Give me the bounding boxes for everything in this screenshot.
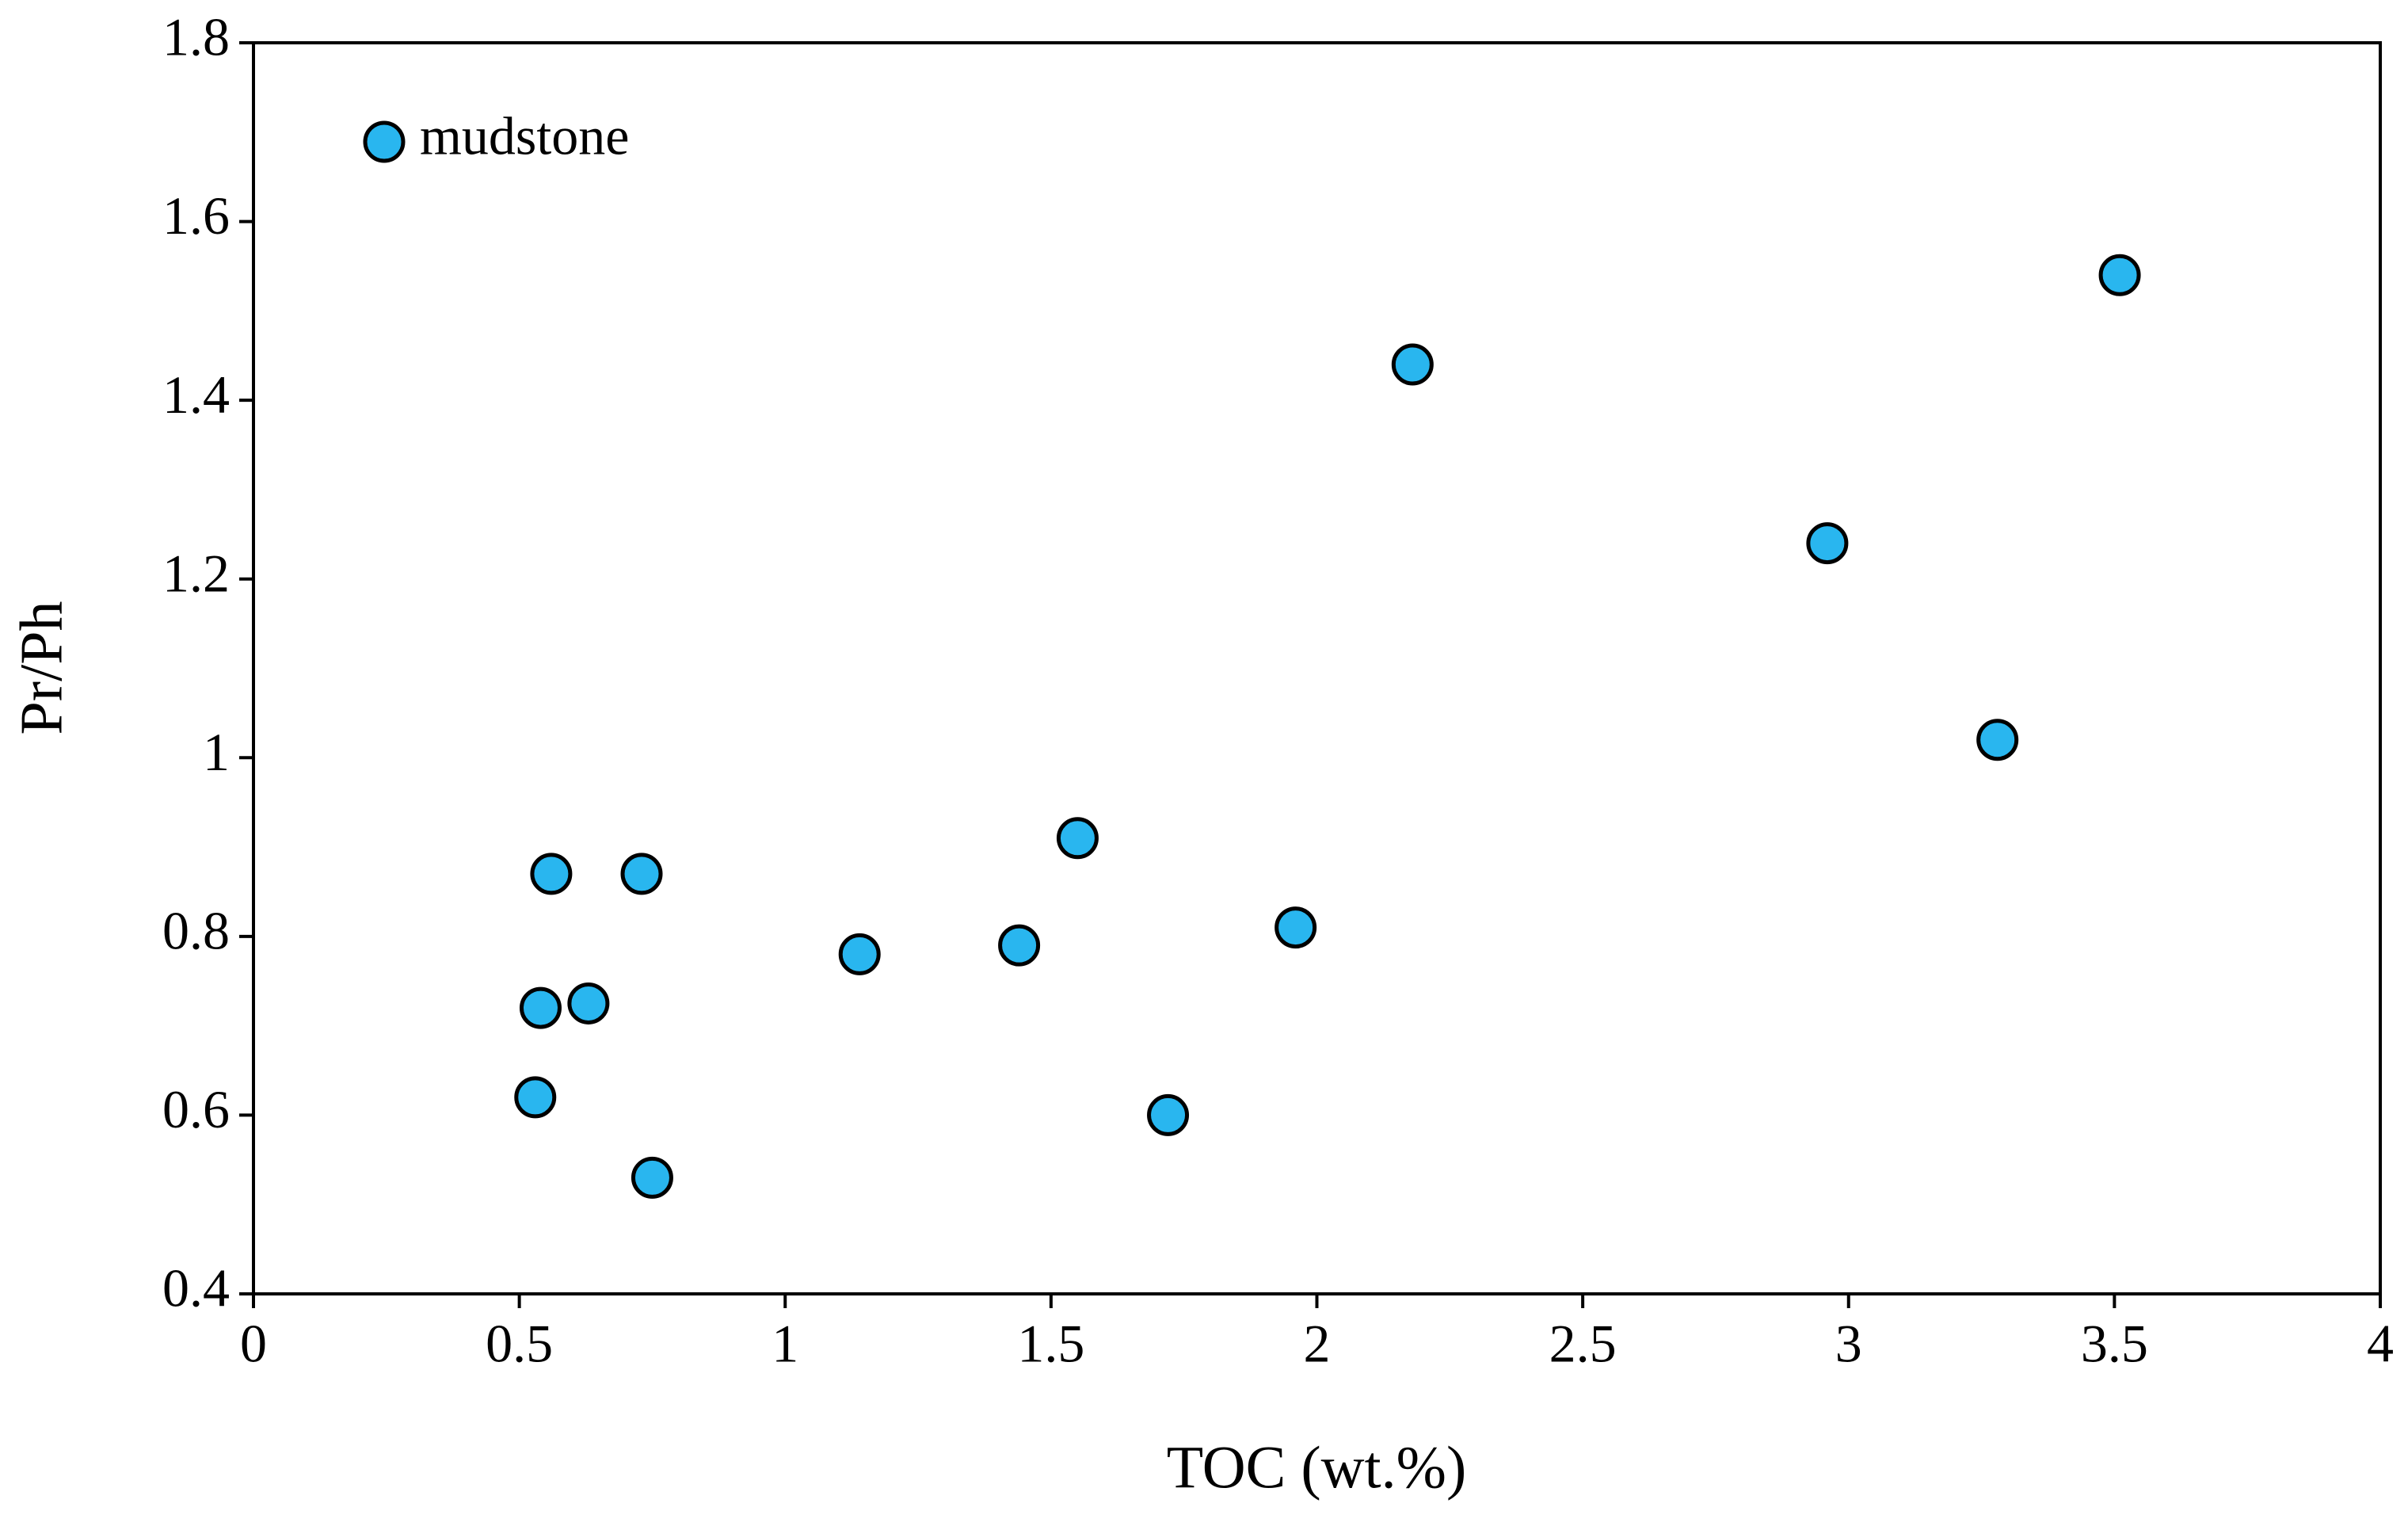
x-tick-label: 3 [1835, 1314, 1862, 1374]
x-tick-label: 0.5 [486, 1314, 553, 1374]
y-tick-label: 0.6 [162, 1079, 230, 1139]
point [1391, 343, 1434, 386]
point [620, 853, 663, 895]
x-tick-label: 2 [1304, 1314, 1331, 1374]
legend-marker [363, 120, 406, 163]
point [519, 986, 562, 1029]
point [631, 1156, 673, 1199]
point [567, 982, 610, 1024]
x-tick-label: 1 [772, 1314, 798, 1374]
point [1274, 906, 1317, 949]
y-tick-label: 0.8 [162, 900, 230, 960]
point [514, 1076, 557, 1119]
y-tick-label: 1.6 [162, 185, 230, 246]
y-axis-title: Pr/Ph [8, 601, 74, 735]
x-tick-label: 1.5 [1017, 1314, 1084, 1374]
y-tick-label: 1.4 [162, 364, 230, 425]
x-tick-label: 4 [2367, 1314, 2394, 1374]
y-tick-label: 0.4 [162, 1258, 230, 1318]
y-tick-label: 1.2 [162, 543, 230, 603]
point [2098, 254, 2141, 296]
point [1056, 817, 1099, 860]
x-tick-label: 3.5 [2081, 1314, 2148, 1374]
y-tick-label: 1 [203, 722, 230, 782]
legend-label: mudstone [420, 106, 629, 166]
point [1976, 719, 2019, 761]
y-tick-label: 1.8 [162, 7, 230, 67]
point [998, 924, 1041, 967]
x-axis-title: TOC (wt.%) [1167, 1434, 1467, 1501]
plot-frame [252, 41, 2382, 1295]
x-tick-label: 0 [240, 1314, 267, 1374]
point [838, 933, 881, 975]
point [1806, 522, 1849, 565]
point [1147, 1093, 1190, 1136]
point [530, 853, 573, 895]
x-tick-label: 2.5 [1549, 1314, 1617, 1374]
